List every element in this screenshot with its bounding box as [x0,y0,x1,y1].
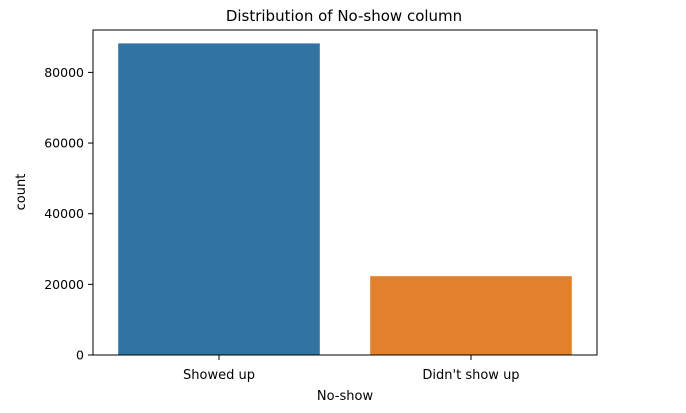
y-tick-label: 20000 [44,277,84,292]
y-tick-label: 80000 [44,65,84,80]
y-axis: 0 20000 40000 60000 80000 [44,65,93,363]
bars-group [118,43,572,356]
bar-showed-up [118,43,320,356]
bar-didn-t-show-up [370,276,572,355]
y-tick-label: 40000 [44,206,84,221]
chart-title: Distribution of No-show column [226,7,462,25]
y-tick-label: 0 [76,348,84,363]
x-axis: Showed up Didn't show up [183,355,520,383]
x-axis-label: No-show [317,389,374,404]
y-axis-label: count [14,174,29,211]
plot-border [92,29,598,356]
x-tick-label: Showed up [183,368,255,383]
y-tick-label: 60000 [44,136,84,151]
x-tick-label: Didn't show up [422,368,519,383]
